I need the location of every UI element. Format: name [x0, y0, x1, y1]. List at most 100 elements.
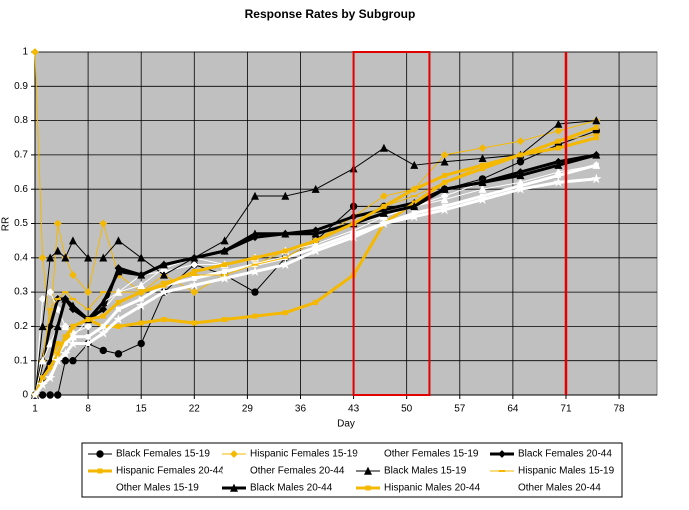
data-point: [478, 178, 487, 187]
data-point: [379, 143, 388, 152]
data-point: [478, 144, 487, 152]
data-point: [480, 162, 486, 168]
data-point: [115, 306, 121, 312]
data-point: [113, 314, 124, 324]
data-point: [478, 184, 487, 193]
x-tick-label: 15: [136, 404, 148, 415]
data-point: [282, 248, 288, 254]
data-point: [281, 229, 290, 238]
data-point: [252, 255, 258, 261]
x-tick-label: 71: [560, 404, 572, 415]
data-point: [69, 271, 77, 279]
legend-item: Black Females 20-44: [490, 449, 612, 460]
data-point: [61, 294, 70, 303]
legend-item: Hispanic Females 15-19: [222, 449, 358, 460]
data-point: [439, 204, 450, 215]
data-point: [440, 157, 449, 166]
series-line: [33, 136, 597, 396]
data-point: [46, 288, 55, 297]
series-line: [34, 133, 597, 396]
legend-label: Black Males 20-44: [250, 483, 333, 494]
legend-marker: [229, 483, 239, 492]
data-point: [38, 322, 47, 331]
y-tick-label: 0.2: [14, 321, 28, 332]
data-point: [592, 150, 601, 159]
x-tick-label: 64: [507, 404, 519, 415]
data-point: [82, 338, 94, 348]
data-point: [161, 317, 167, 323]
data-point: [311, 184, 320, 193]
data-point: [158, 286, 170, 297]
data-point: [61, 357, 70, 365]
legend-marker: [364, 450, 372, 458]
legend-label: Black Females 15-19: [116, 449, 210, 460]
y-tick-label: 0.3: [14, 287, 28, 298]
data-point: [99, 219, 108, 228]
legend-label: Other Females 20-44: [250, 466, 345, 477]
data-point: [592, 160, 601, 169]
data-point: [114, 267, 123, 276]
y-tick-label: 0.9: [14, 81, 28, 92]
legend-marker: [496, 482, 508, 493]
data-point: [555, 145, 561, 151]
data-point: [55, 341, 61, 347]
data-point: [138, 289, 144, 295]
data-point: [478, 154, 487, 163]
data-point: [31, 48, 39, 56]
data-point: [251, 288, 259, 296]
x-tick-label: 29: [242, 404, 254, 415]
y-tick-label: 1: [22, 47, 28, 58]
y-tick-label: 0.6: [14, 184, 28, 195]
data-point: [191, 320, 197, 326]
data-point: [62, 334, 68, 340]
data-point: [190, 260, 199, 269]
x-tick-label: 22: [189, 404, 201, 415]
legend-label: Other Males 15-19: [116, 483, 199, 494]
data-point: [381, 203, 387, 209]
legend-box: [81, 442, 623, 498]
data-point: [52, 355, 63, 366]
legend-label: Hispanic Males 20-44: [384, 483, 481, 494]
data-point: [138, 320, 144, 326]
data-point: [37, 379, 48, 390]
data-point: [44, 372, 56, 383]
x-tick-label: 57: [454, 404, 466, 415]
data-point: [46, 339, 55, 348]
data-point: [98, 327, 109, 338]
legend-item: Other Males 20-44: [490, 482, 601, 494]
data-point: [60, 348, 71, 359]
x-tick-label: 78: [614, 404, 626, 415]
series-line: [34, 51, 597, 327]
data-point: [222, 262, 228, 268]
legend-item: Hispanic Males 20-44: [356, 483, 481, 494]
data-point: [515, 183, 526, 194]
data-point: [250, 191, 259, 200]
legend-label: Black Females 20-44: [518, 449, 612, 460]
legend-item: Hispanic Males 15-19: [490, 466, 615, 477]
data-point: [477, 193, 488, 204]
data-point: [38, 356, 47, 365]
data-point: [135, 300, 147, 311]
data-point: [38, 295, 47, 303]
data-point: [591, 173, 602, 184]
data-point: [47, 365, 53, 371]
data-point: [380, 192, 388, 200]
data-point: [554, 126, 563, 135]
data-point: [114, 350, 123, 358]
legend-marker: [230, 450, 238, 458]
data-point: [440, 195, 449, 204]
legend-marker: [365, 485, 371, 491]
data-point: [137, 270, 146, 279]
data-point: [68, 301, 77, 310]
data-point: [84, 288, 93, 297]
legend-marker: [231, 468, 237, 474]
data-point: [191, 269, 197, 275]
data-point: [190, 253, 199, 262]
y-tick-label: 0.7: [14, 150, 28, 161]
data-point: [68, 236, 77, 245]
data-point: [516, 137, 525, 146]
data-point: [252, 313, 258, 319]
legend-item: Hispanic Females 20-44: [88, 466, 224, 477]
data-point: [84, 322, 93, 331]
data-point: [593, 135, 599, 141]
